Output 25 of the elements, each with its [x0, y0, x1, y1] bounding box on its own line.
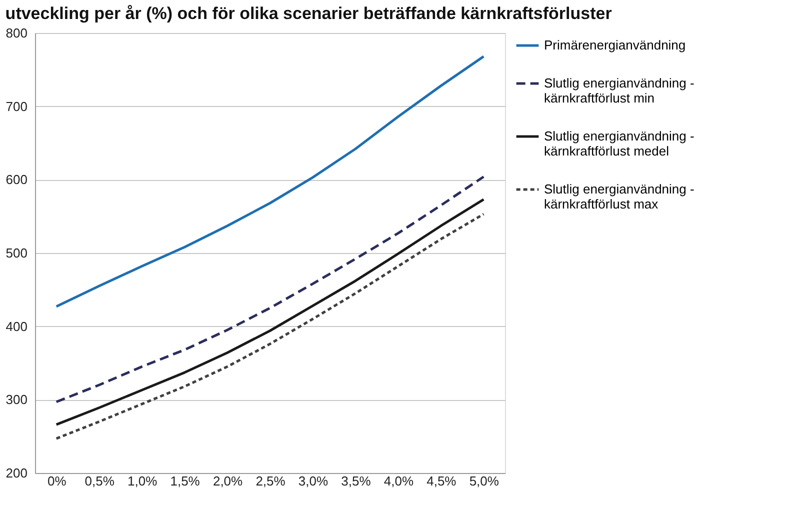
line-series	[55, 55, 485, 308]
x-tick-label: 3,5%	[341, 474, 372, 488]
x-tick-label: 0%	[47, 474, 67, 488]
y-tick-label: 600	[6, 172, 28, 188]
legend-label: Slutlig energianvändning - kärnkraftförlust max	[544, 182, 694, 212]
legend-label: Slutlig energianvändning - kärnkraftförlust min	[544, 76, 694, 106]
x-tick-label: 2,5%	[256, 474, 286, 488]
y-tick-label: 400	[6, 318, 28, 334]
x-tick-label: 5,0%	[469, 474, 500, 488]
y-tick-label: 500	[6, 246, 28, 260]
x-tick-label: 1,5%	[170, 474, 200, 488]
y-tick-label: 200	[6, 466, 28, 480]
x-tick-label: 4,5%	[426, 474, 457, 488]
x-tick-label: 0,5%	[84, 474, 115, 488]
legend-label: Primärenergianvändning	[544, 38, 686, 52]
y-tick-label: 300	[6, 392, 28, 408]
x-tick-label: 1,0%	[128, 474, 158, 488]
x-tick-label: 4,0%	[384, 474, 414, 488]
y-tick-label: 700	[6, 98, 28, 114]
chart-title: utveckling per år (%) och för olika scenarier beträffande kärnkraftsförluster	[5, 4, 612, 23]
x-tick-label: 3,0%	[298, 474, 328, 488]
legend-label: Slutlig energianvändning - kärnkraftförlust medel	[544, 128, 694, 158]
x-tick-label: 2,0%	[212, 474, 244, 488]
line-series	[55, 175, 485, 404]
y-tick-label: 800	[6, 26, 28, 40]
